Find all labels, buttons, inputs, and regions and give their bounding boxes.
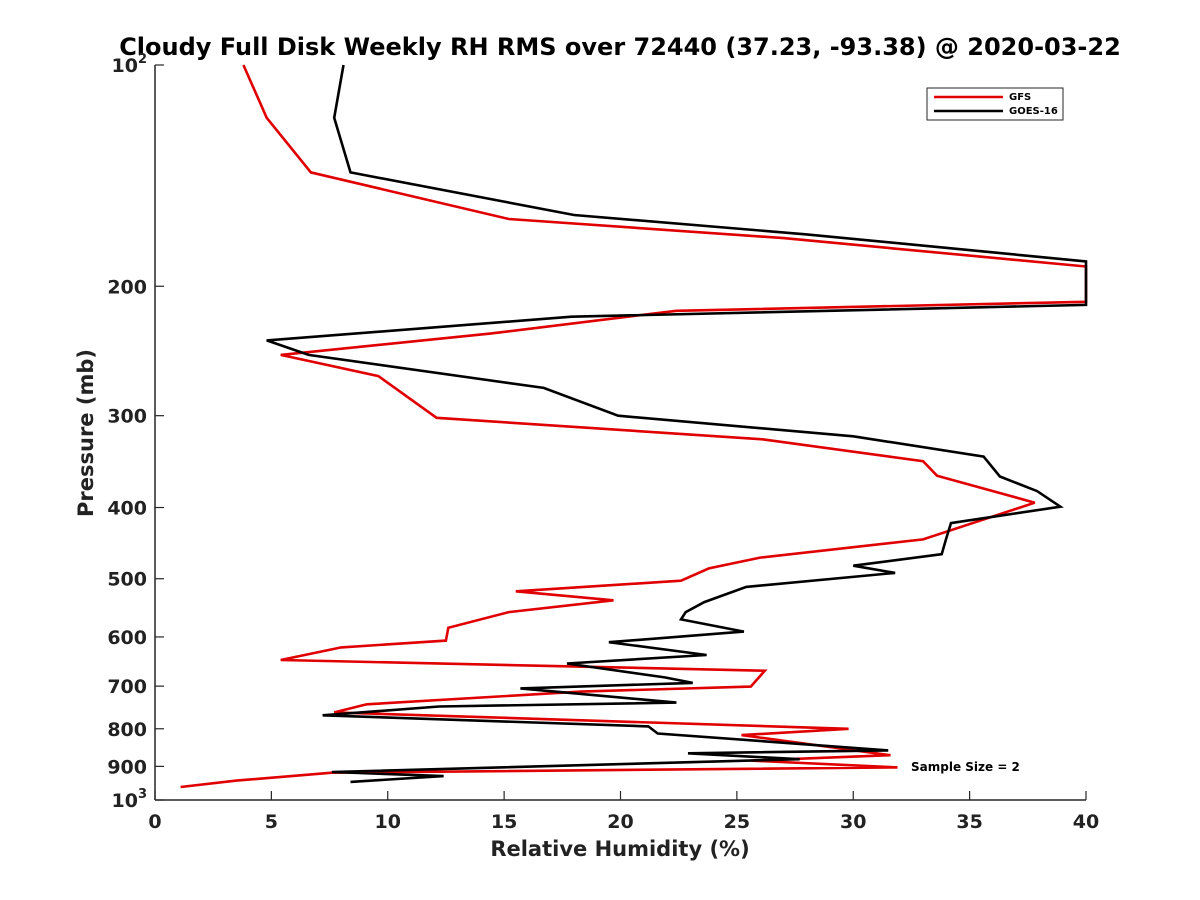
x-tick-label: 35 <box>956 811 982 833</box>
y-tick-label: 200 <box>107 276 147 298</box>
chart-title: Cloudy Full Disk Weekly RH RMS over 7244… <box>119 33 1121 61</box>
x-tick-label: 40 <box>1073 811 1099 833</box>
legend-label-goes16: GOES-16 <box>1009 106 1058 117</box>
y-axis-label: Pressure (mb) <box>74 349 98 517</box>
legend: GFS GOES-16 <box>926 87 1064 121</box>
y-tick-label: 103 <box>112 787 148 812</box>
y-tick-label: 300 <box>107 406 147 428</box>
x-tick-label: 25 <box>724 811 750 833</box>
x-tick-label: 0 <box>148 811 161 833</box>
y-tick-label: 400 <box>107 498 147 520</box>
x-tick-label: 20 <box>607 811 633 833</box>
y-tick-label: 500 <box>107 569 147 591</box>
sample-size-annotation: Sample Size = 2 <box>911 760 1020 774</box>
y-tick-label: 900 <box>107 756 147 778</box>
x-axis-ticks: 0 5 10 15 20 25 30 35 40 <box>148 791 1099 833</box>
y-tick-label: 600 <box>107 627 147 649</box>
x-tick-label: 15 <box>491 811 517 833</box>
y-tick-label: 700 <box>107 676 147 698</box>
series-layer <box>180 64 1088 789</box>
legend-label-gfs: GFS <box>1009 92 1031 103</box>
series-line-gfs <box>180 64 1088 789</box>
legend-box <box>926 87 1064 121</box>
x-axis-label: Relative Humidity (%) <box>490 837 749 861</box>
x-tick-label: 10 <box>375 811 401 833</box>
series-line-goes16 <box>266 64 1088 784</box>
x-tick-label: 30 <box>840 811 866 833</box>
x-tick-label: 5 <box>265 811 278 833</box>
y-tick-label: 102 <box>112 52 148 77</box>
y-tick-label: 800 <box>107 719 147 741</box>
y-axis-ticks: 102 200 300 400 500 600 700 800 900 103 <box>107 52 164 812</box>
